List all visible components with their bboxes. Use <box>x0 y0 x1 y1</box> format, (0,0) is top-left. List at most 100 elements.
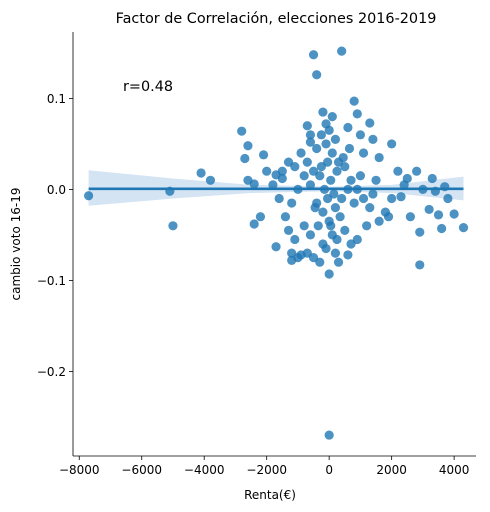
data-point <box>290 234 300 245</box>
data-point <box>349 198 359 208</box>
y-axis-label: cambio voto 16-19 <box>9 188 23 301</box>
data-point <box>243 141 253 151</box>
data-point <box>349 96 359 106</box>
data-point <box>352 109 362 119</box>
data-point <box>332 166 342 176</box>
data-point <box>84 191 94 201</box>
data-point <box>237 126 247 136</box>
data-point <box>302 157 312 167</box>
data-point <box>338 152 348 163</box>
data-point <box>274 193 284 204</box>
data-point <box>433 210 444 220</box>
data-point <box>337 46 347 56</box>
data-point <box>280 212 291 222</box>
data-point <box>449 209 459 219</box>
data-points-layer <box>84 46 469 440</box>
data-point <box>321 243 331 254</box>
data-point <box>346 239 356 249</box>
data-point <box>287 198 297 208</box>
data-point <box>296 148 306 158</box>
data-point <box>205 175 216 185</box>
data-point <box>343 122 353 133</box>
x-tick-label: 0 <box>325 463 333 477</box>
data-point <box>374 216 384 226</box>
data-point <box>327 148 337 158</box>
data-point <box>387 193 397 204</box>
data-point <box>196 168 206 178</box>
data-point <box>324 269 334 279</box>
axes <box>72 32 476 457</box>
data-point <box>355 171 366 181</box>
data-point <box>365 118 375 128</box>
data-point <box>458 223 469 233</box>
y-tick-label: −0.1 <box>37 274 66 288</box>
data-point <box>358 148 369 158</box>
data-point <box>321 139 331 149</box>
data-point <box>243 175 253 185</box>
data-point <box>283 225 294 235</box>
data-point <box>368 134 378 144</box>
data-point <box>299 171 309 181</box>
data-point <box>368 189 378 199</box>
data-point <box>340 162 350 172</box>
data-point <box>305 180 316 190</box>
data-point <box>371 175 381 185</box>
data-point <box>240 153 250 164</box>
data-point <box>412 166 422 176</box>
data-point <box>312 143 322 154</box>
data-point <box>346 175 356 185</box>
data-point <box>427 173 437 184</box>
y-tick-label: 0.1 <box>47 92 66 106</box>
data-point <box>255 212 266 222</box>
data-point <box>299 221 309 231</box>
data-point <box>326 221 336 231</box>
data-point <box>374 152 384 163</box>
data-point <box>365 203 375 213</box>
data-point <box>168 221 178 231</box>
data-point <box>383 212 394 222</box>
data-point <box>330 134 341 144</box>
y-ticks: −0.2 −0.1 0.0 0.1 <box>37 92 73 379</box>
data-point <box>323 157 333 167</box>
data-point <box>387 139 397 149</box>
data-point <box>324 125 334 135</box>
y-tick-label: −0.2 <box>37 365 66 379</box>
data-point <box>302 121 312 131</box>
data-point <box>308 253 319 263</box>
data-point <box>312 70 322 80</box>
data-point <box>333 257 344 267</box>
data-point <box>405 212 415 222</box>
data-point <box>305 130 316 140</box>
data-point <box>324 430 334 440</box>
correlation-annotation: r=0.48 <box>123 79 173 95</box>
data-point <box>393 166 403 176</box>
data-point <box>415 260 425 270</box>
data-point <box>326 175 336 185</box>
data-point <box>271 170 281 180</box>
data-point <box>318 207 328 217</box>
data-point <box>343 250 353 260</box>
data-point <box>308 50 319 60</box>
data-point <box>355 130 366 140</box>
data-point <box>443 193 453 204</box>
data-point <box>315 171 325 181</box>
data-point <box>358 193 369 204</box>
y-tick-label: 0.0 <box>47 183 66 197</box>
data-point <box>362 221 372 231</box>
data-point <box>424 204 434 215</box>
x-tick-label: −6000 <box>121 463 162 477</box>
data-point <box>268 180 278 190</box>
data-point <box>402 173 412 184</box>
data-point <box>316 130 326 140</box>
x-tick-label: 4000 <box>439 463 470 477</box>
data-point <box>329 189 339 199</box>
data-point <box>290 162 300 172</box>
x-tick-label: −4000 <box>184 463 225 477</box>
data-point <box>249 219 259 229</box>
data-point <box>262 166 272 176</box>
data-point <box>330 248 341 258</box>
x-axis-label: Renta(€) <box>244 488 296 502</box>
data-point <box>305 230 316 240</box>
data-point <box>313 221 323 231</box>
